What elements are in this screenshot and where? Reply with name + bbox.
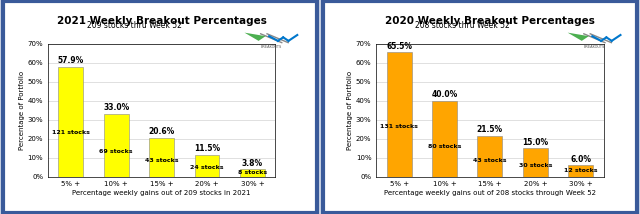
Bar (387, 52, 412, 177)
Bar (195, 155, 220, 177)
X-axis label: Percentage weekly gains out of 208 stocks through Week 52: Percentage weekly gains out of 208 stock… (384, 190, 596, 196)
Text: 6.0%: 6.0% (570, 155, 591, 164)
Text: 40.0%: 40.0% (431, 90, 458, 99)
Text: 80 stocks: 80 stocks (428, 144, 461, 149)
Bar (568, 165, 593, 177)
Text: 65.5%: 65.5% (386, 42, 412, 51)
Text: 30 stocks: 30 stocks (518, 163, 552, 168)
Text: 33.0%: 33.0% (103, 104, 129, 113)
Text: 131 stocks: 131 stocks (380, 124, 418, 129)
Y-axis label: Percentage of Portfolio: Percentage of Portfolio (347, 71, 353, 150)
Text: 12 stocks: 12 stocks (564, 168, 598, 173)
Bar (104, 114, 129, 177)
Bar (477, 136, 502, 177)
Bar (432, 101, 457, 177)
Text: 43 stocks: 43 stocks (473, 158, 507, 163)
Text: 11.5%: 11.5% (194, 144, 220, 153)
Y-axis label: Percentage of Portfolio: Percentage of Portfolio (19, 71, 25, 150)
Text: 69 stocks: 69 stocks (99, 149, 133, 154)
Text: 208 stocks thru Week 52: 208 stocks thru Week 52 (415, 21, 510, 30)
Text: 3.8%: 3.8% (242, 159, 263, 168)
Text: BREAKOUTS: BREAKOUTS (584, 45, 605, 49)
Text: 20.6%: 20.6% (148, 127, 175, 136)
Bar (149, 138, 174, 177)
Bar (523, 148, 548, 177)
Text: 21.5%: 21.5% (477, 125, 503, 134)
Title: 2020 Weekly Breakout Percentages: 2020 Weekly Breakout Percentages (385, 16, 595, 26)
Text: BREAKOUTS: BREAKOUTS (260, 45, 282, 49)
Text: 24 stocks: 24 stocks (190, 165, 224, 170)
X-axis label: Percentage weekly gains out of 209 stocks in 2021: Percentage weekly gains out of 209 stock… (72, 190, 251, 196)
Bar (58, 67, 83, 177)
Text: 15.0%: 15.0% (522, 138, 548, 147)
Bar (240, 169, 265, 177)
Title: 2021 Weekly Breakout Percentages: 2021 Weekly Breakout Percentages (57, 16, 266, 26)
Text: 43 stocks: 43 stocks (145, 158, 179, 163)
Text: 209 stocks thru Week 52: 209 stocks thru Week 52 (87, 21, 182, 30)
Text: 121 stocks: 121 stocks (52, 130, 90, 135)
Text: 57.9%: 57.9% (58, 56, 84, 65)
Text: 8 stocks: 8 stocks (238, 170, 267, 175)
